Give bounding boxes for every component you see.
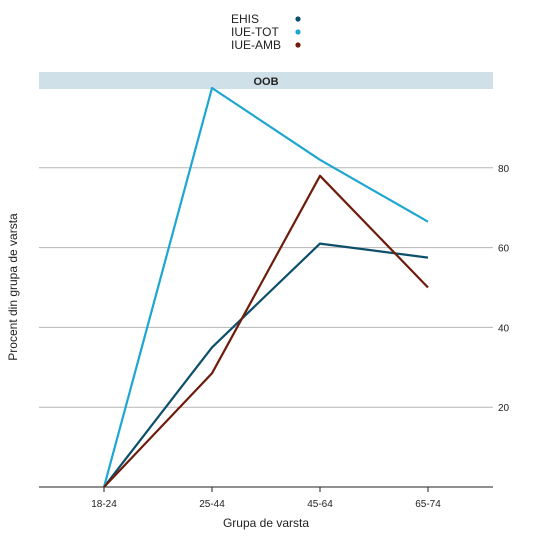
y-tick-label-20: 20 bbox=[498, 403, 510, 414]
series-line-ehis bbox=[103, 242, 429, 488]
series-line-iue-amb bbox=[103, 174, 429, 488]
x-tick-label-18-24: 18-24 bbox=[91, 499, 117, 510]
x-axis: 18-24 25-44 45-64 65-74 bbox=[39, 486, 493, 510]
legend-marker-iue-tot bbox=[295, 29, 301, 35]
panel-title: OOB bbox=[253, 76, 278, 88]
legend-label-iue-amb: IUE-AMB bbox=[231, 38, 281, 52]
x-axis-title: Grupa de varsta bbox=[223, 516, 309, 530]
legend-marker-ehis bbox=[295, 16, 301, 22]
y-tick-label-60: 60 bbox=[498, 244, 510, 255]
series-line-iue-tot bbox=[102, 86, 429, 488]
x-tick-label-25-44: 25-44 bbox=[199, 499, 225, 510]
x-tick-label-45-64: 45-64 bbox=[307, 499, 333, 510]
series-lines bbox=[102, 86, 429, 488]
gridlines bbox=[39, 167, 493, 408]
y-tick-label-40: 40 bbox=[498, 323, 510, 334]
legend-marker-iue-amb bbox=[295, 42, 301, 48]
y-axis: 20 40 60 80 bbox=[498, 164, 510, 414]
y-tick-label-80: 80 bbox=[498, 164, 510, 175]
x-tick-label-65-74: 65-74 bbox=[415, 499, 441, 510]
y-axis-title: Procent din grupa de varsta bbox=[6, 213, 20, 361]
legend-label-ehis: EHIS bbox=[231, 12, 259, 26]
legend-label-iue-tot: IUE-TOT bbox=[231, 25, 279, 39]
panel-strip bbox=[39, 72, 493, 89]
